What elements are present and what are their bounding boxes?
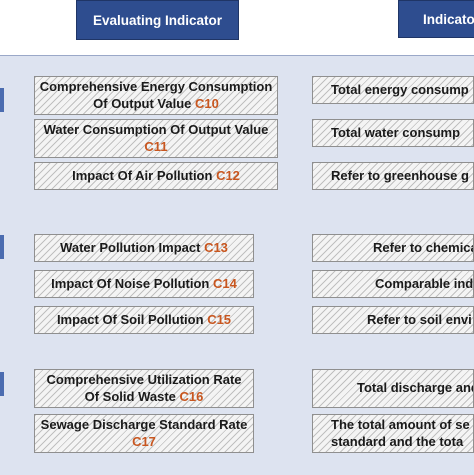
indicator-code-c11: C11	[144, 138, 168, 154]
diagram-panel	[0, 55, 474, 475]
group-marker-3	[0, 372, 4, 396]
description-box-c14: Comparable ind	[312, 270, 474, 298]
indicator-text-c13: Water Pollution Impact C13	[60, 239, 228, 255]
indicator-text-c14: Impact Of Noise Pollution C14	[51, 275, 237, 291]
description-box-c11: Total water consump	[312, 119, 474, 147]
indicator-code-c17: C17	[132, 433, 156, 449]
indicator-text-c16: Comprehensive Utilization Rate Of Solid …	[46, 371, 242, 404]
indicator-text-c10: Comprehensive Energy Consumption Of Outp…	[39, 78, 273, 111]
description-text-c17-line1: The total amount of se	[331, 416, 470, 432]
indicator-box-c11: Water Consumption Of Output Value C11	[34, 119, 278, 158]
description-text-c12: Refer to greenhouse g	[331, 167, 469, 183]
indicator-description-header: Indicato	[398, 0, 474, 38]
indicator-box-c13: Water Pollution Impact C13	[34, 234, 254, 262]
indicator-box-c14: Impact Of Noise Pollution C14	[34, 270, 254, 298]
indicator-box-c10: Comprehensive Energy Consumption Of Outp…	[34, 76, 278, 115]
indicator-box-c17: Sewage Discharge Standard Rate C17	[34, 414, 254, 453]
evaluating-indicator-header: Evaluating Indicator	[76, 0, 239, 40]
indicator-code-c15: C15	[207, 311, 232, 327]
indicator-text-c17: Sewage Discharge Standard Rate C17	[40, 416, 248, 449]
description-text-c11: Total water consump	[331, 124, 461, 140]
indicator-box-c15: Impact Of Soil Pollution C15	[34, 306, 254, 334]
indicator-text-c12: Impact Of Air Pollution C12	[72, 167, 240, 183]
description-text-c13: Refer to chemical	[373, 239, 474, 255]
group-marker-1	[0, 88, 4, 112]
group-marker-2	[0, 235, 4, 259]
indicator-text-c15: Impact Of Soil Pollution C15	[56, 311, 232, 327]
indicator-code-c13: C13	[204, 239, 228, 255]
description-box-c17: The total amount of se standard and the …	[312, 414, 474, 453]
description-text-c10: Total energy consump	[331, 81, 469, 97]
description-box-c10: Total energy consump	[312, 76, 474, 104]
indicator-box-c12: Impact Of Air Pollution C12	[34, 162, 278, 190]
indicator-code-c12: C12	[216, 167, 240, 183]
indicator-box-c16: Comprehensive Utilization Rate Of Solid …	[34, 369, 254, 408]
indicator-description-header-label: Indicato	[423, 11, 474, 27]
description-text-c14: Comparable ind	[375, 275, 474, 291]
indicator-text-c11: Water Consumption Of Output Value C11	[43, 121, 269, 154]
indicator-code-c10: C10	[195, 95, 219, 111]
description-text-c15: Refer to soil envi	[367, 311, 472, 327]
description-box-c13: Refer to chemical	[312, 234, 474, 262]
description-box-c16: Total discharge and	[312, 369, 474, 408]
evaluating-indicator-header-label: Evaluating Indicator	[92, 12, 223, 28]
indicator-code-c14: C14	[212, 275, 237, 291]
description-text-c16: Total discharge and	[357, 380, 474, 396]
description-text-c17-line2: standard and the tota	[331, 433, 464, 449]
description-box-c15: Refer to soil envi	[312, 306, 474, 334]
description-box-c12: Refer to greenhouse g	[312, 162, 474, 190]
indicator-code-c16: C16	[179, 388, 204, 404]
